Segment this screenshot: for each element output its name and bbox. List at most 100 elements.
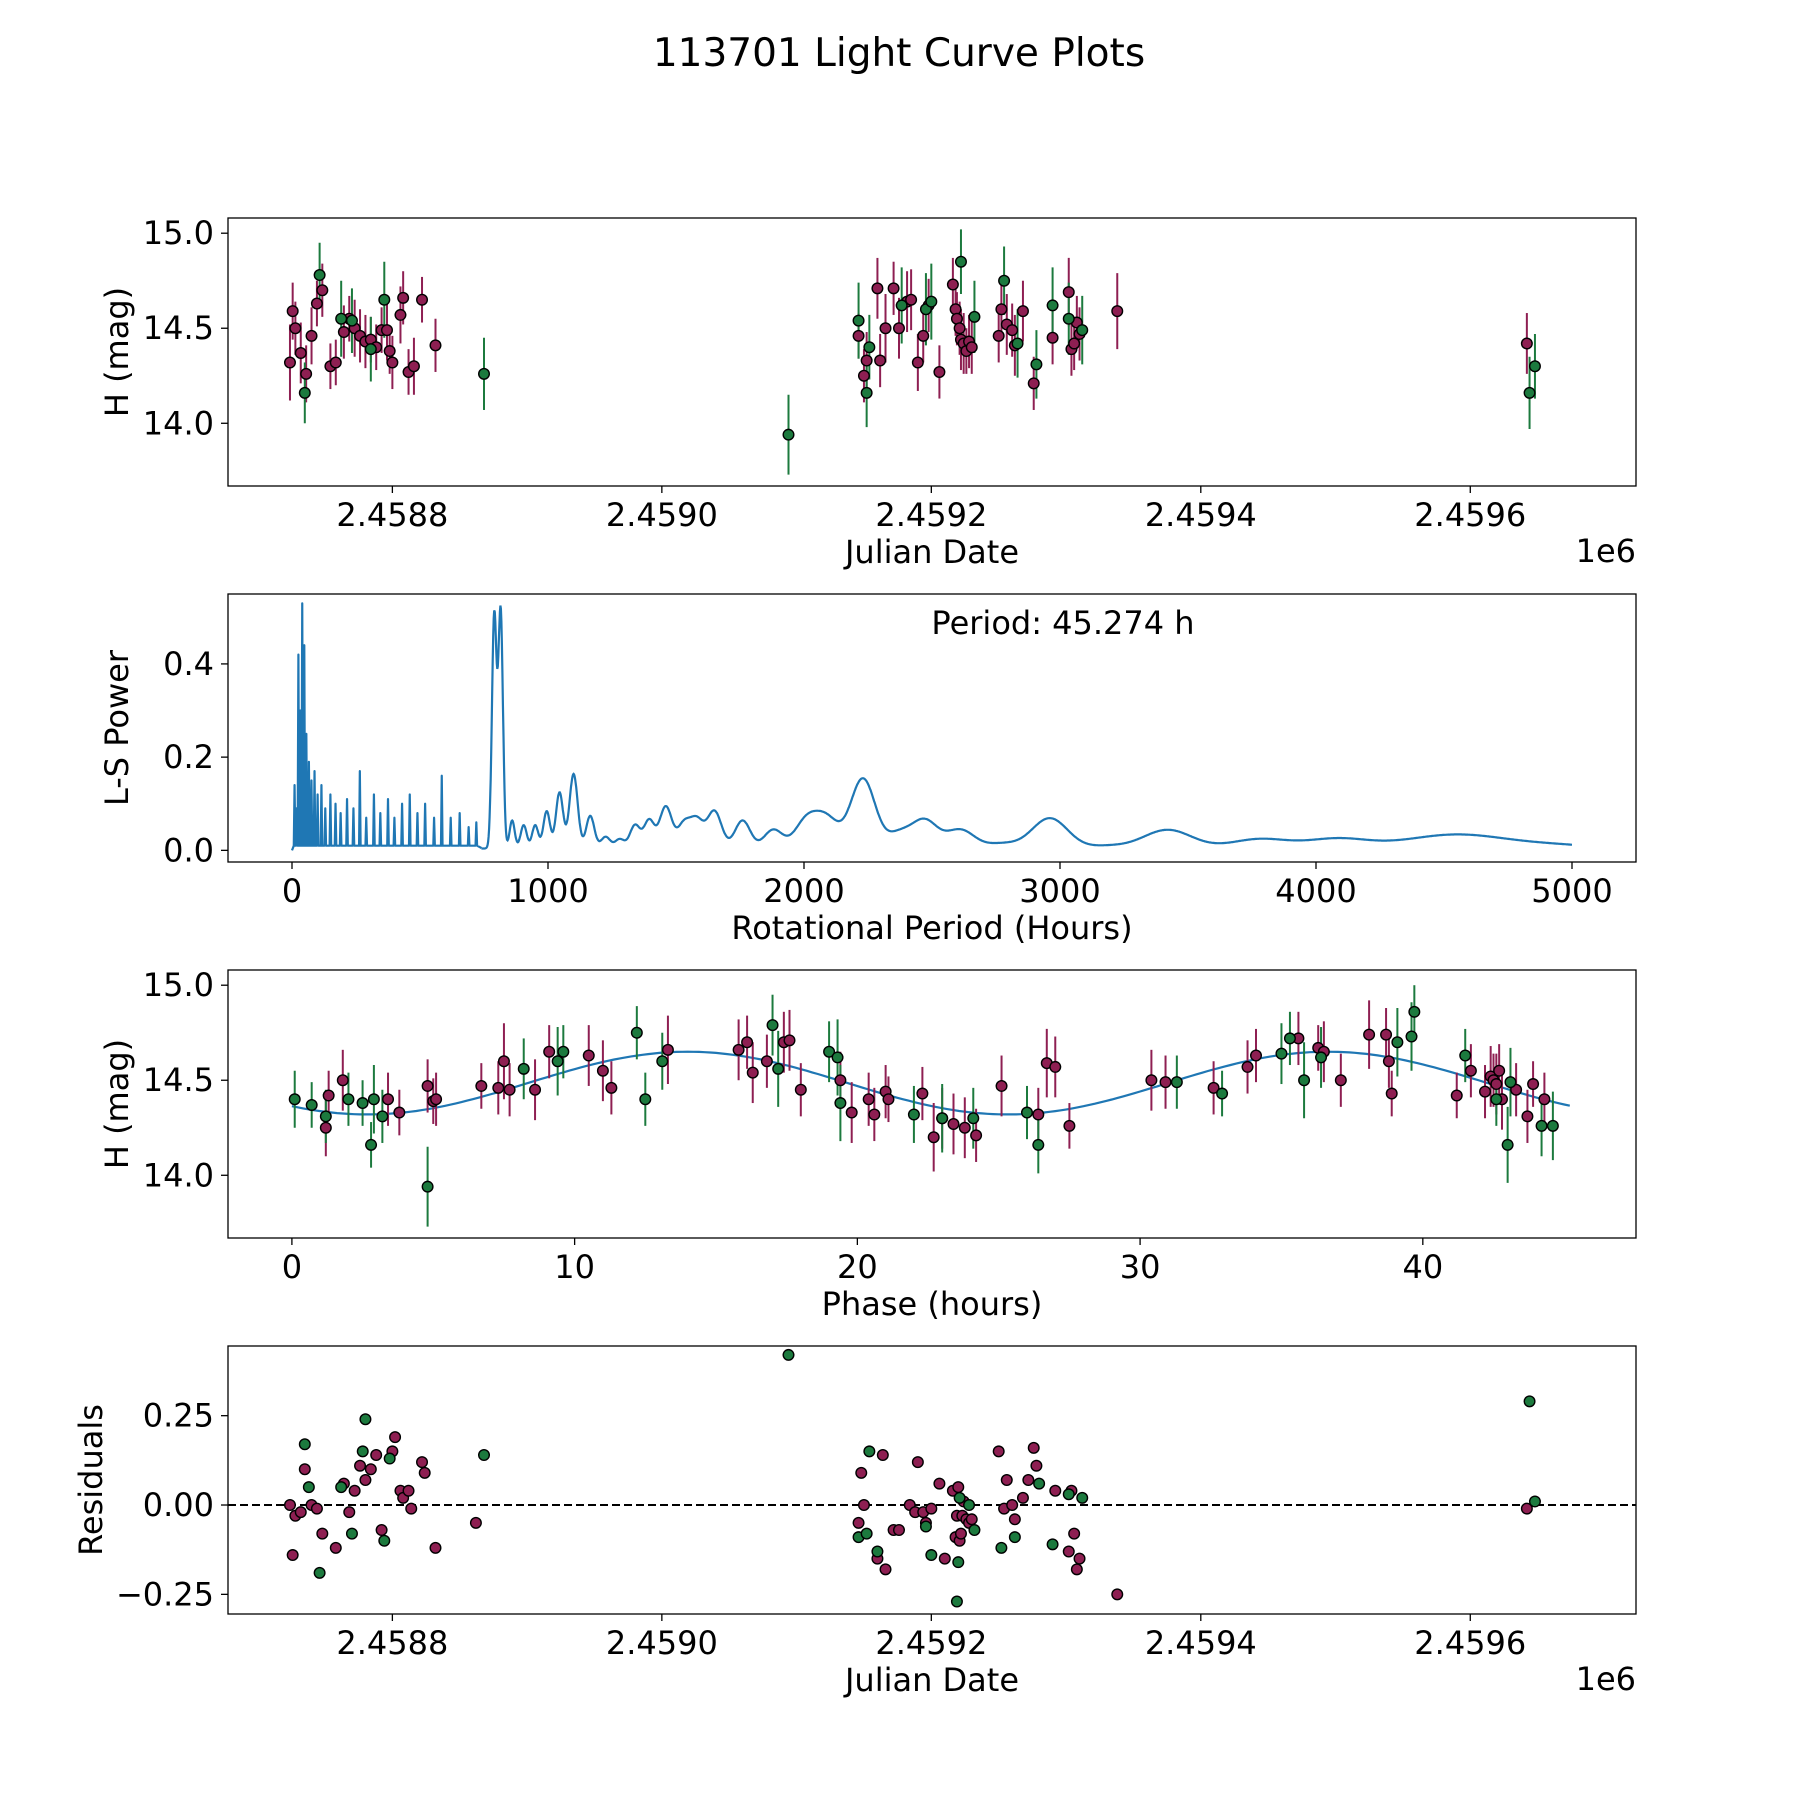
y-tick-label: 14.5 <box>143 1061 214 1099</box>
data-point-magenta <box>354 1459 367 1472</box>
data-point-magenta <box>1022 1473 1035 1486</box>
data-point-magenta <box>1111 305 1124 318</box>
data-point-green <box>1011 337 1024 350</box>
x-axis-label: Julian Date <box>843 533 1019 571</box>
y-tick-label: 0.2 <box>163 738 214 776</box>
y-tick-label: −0.25 <box>116 1575 214 1613</box>
data-point-green <box>1033 1477 1046 1490</box>
x-tick-label: 30 <box>1120 1248 1161 1286</box>
data-point-green <box>953 1491 966 1504</box>
data-point-magenta <box>319 1121 332 1134</box>
data-point-green <box>1020 1106 1033 1119</box>
x-tick-label: 20 <box>837 1248 878 1286</box>
data-point-green <box>345 1527 358 1540</box>
y-tick-label: 0.25 <box>143 1397 214 1435</box>
data-point-magenta <box>852 1516 865 1529</box>
data-point-magenta <box>916 1087 929 1100</box>
data-point-magenta <box>336 1074 349 1087</box>
data-point-green <box>1523 1395 1536 1408</box>
data-point-magenta <box>1016 305 1029 318</box>
data-point-magenta <box>882 1093 895 1106</box>
data-point-green <box>364 343 377 356</box>
data-point-magenta <box>1049 1484 1062 1497</box>
data-point-magenta <box>429 1541 442 1554</box>
data-point-green <box>365 1138 378 1151</box>
data-point-magenta <box>1159 1076 1172 1089</box>
x-tick-label: 0 <box>282 1248 302 1286</box>
data-point-green <box>782 428 795 441</box>
data-point-magenta <box>1027 1441 1040 1454</box>
data-point-green <box>950 1595 963 1608</box>
data-point-green <box>359 1413 372 1426</box>
data-point-green <box>1490 1093 1503 1106</box>
data-point-magenta <box>416 293 429 306</box>
data-point-magenta <box>582 1049 595 1062</box>
x-tick-label: 2.4594 <box>1145 496 1257 534</box>
data-point-magenta <box>661 1043 674 1056</box>
x-tick-label: 1000 <box>507 872 588 910</box>
data-point-magenta <box>382 1093 395 1106</box>
x-offset-label: 1e6 <box>1576 532 1636 570</box>
data-point-magenta <box>834 1074 847 1087</box>
data-point-magenta <box>953 322 966 335</box>
data-point-green <box>968 310 981 323</box>
data-point-green <box>834 1097 847 1110</box>
data-point-green <box>288 1093 301 1106</box>
data-point-magenta <box>596 1064 609 1077</box>
data-point-green <box>954 255 967 268</box>
data-point-green <box>1408 1005 1421 1018</box>
data-point-magenta <box>933 365 946 378</box>
data-point-green <box>1216 1087 1229 1100</box>
data-point-magenta <box>289 322 302 335</box>
data-point-green <box>1030 358 1043 371</box>
data-point-green <box>1008 1531 1021 1544</box>
data-point-magenta <box>430 1093 443 1106</box>
data-point-green <box>968 1524 981 1537</box>
data-point-green <box>852 314 865 327</box>
data-point-magenta <box>927 1131 940 1144</box>
x-tick-label: 2.4588 <box>336 1624 448 1662</box>
data-point-magenta <box>1046 331 1059 344</box>
data-point-magenta <box>992 329 1005 342</box>
data-point-magenta <box>364 1463 377 1476</box>
data-point-magenta <box>965 341 978 354</box>
data-point-magenta <box>359 1473 372 1486</box>
data-point-green <box>863 341 876 354</box>
data-point-green <box>871 1545 884 1558</box>
data-point-magenta <box>954 1527 967 1540</box>
data-point-magenta <box>394 308 407 321</box>
data-point-magenta <box>857 369 870 382</box>
data-point-magenta <box>741 1036 754 1049</box>
data-point-magenta <box>732 1043 745 1056</box>
data-point-green <box>831 1051 844 1064</box>
data-point-magenta <box>343 1506 356 1519</box>
axes-frame <box>227 1345 1637 1615</box>
data-point-green <box>1504 1076 1517 1089</box>
data-point-green <box>378 293 391 306</box>
data-point-green <box>772 1062 785 1075</box>
data-point-magenta <box>1479 1085 1492 1098</box>
data-point-magenta <box>300 367 313 380</box>
data-point-magenta <box>879 322 892 335</box>
data-point-magenta <box>1006 1499 1019 1512</box>
data-point-green <box>1528 1495 1541 1508</box>
data-point-magenta <box>421 1079 434 1092</box>
data-point-green <box>335 312 348 325</box>
periodogram-panel: Period: 45.274 h 0 1000 2000 3000 4000 5000 0.0… <box>98 593 1637 947</box>
data-point-magenta <box>1008 1513 1021 1526</box>
data-point-magenta <box>283 356 296 369</box>
data-point-magenta <box>316 1527 329 1540</box>
data-point-magenta <box>1520 337 1533 350</box>
data-point-magenta <box>946 278 959 291</box>
data-point-magenta <box>405 1502 418 1515</box>
data-point-magenta <box>1334 1074 1347 1087</box>
data-point-magenta <box>947 1117 960 1130</box>
data-point-magenta <box>416 1456 429 1469</box>
figure-title: 113701 Light Curve Plots <box>653 31 1145 76</box>
data-point-magenta <box>283 1499 296 1512</box>
data-point-magenta <box>380 324 393 337</box>
data-point-green <box>302 1481 315 1494</box>
y-tick-label: 15.0 <box>143 214 214 252</box>
data-point-magenta <box>1049 1060 1062 1073</box>
x-tick-label: 10 <box>554 1248 595 1286</box>
